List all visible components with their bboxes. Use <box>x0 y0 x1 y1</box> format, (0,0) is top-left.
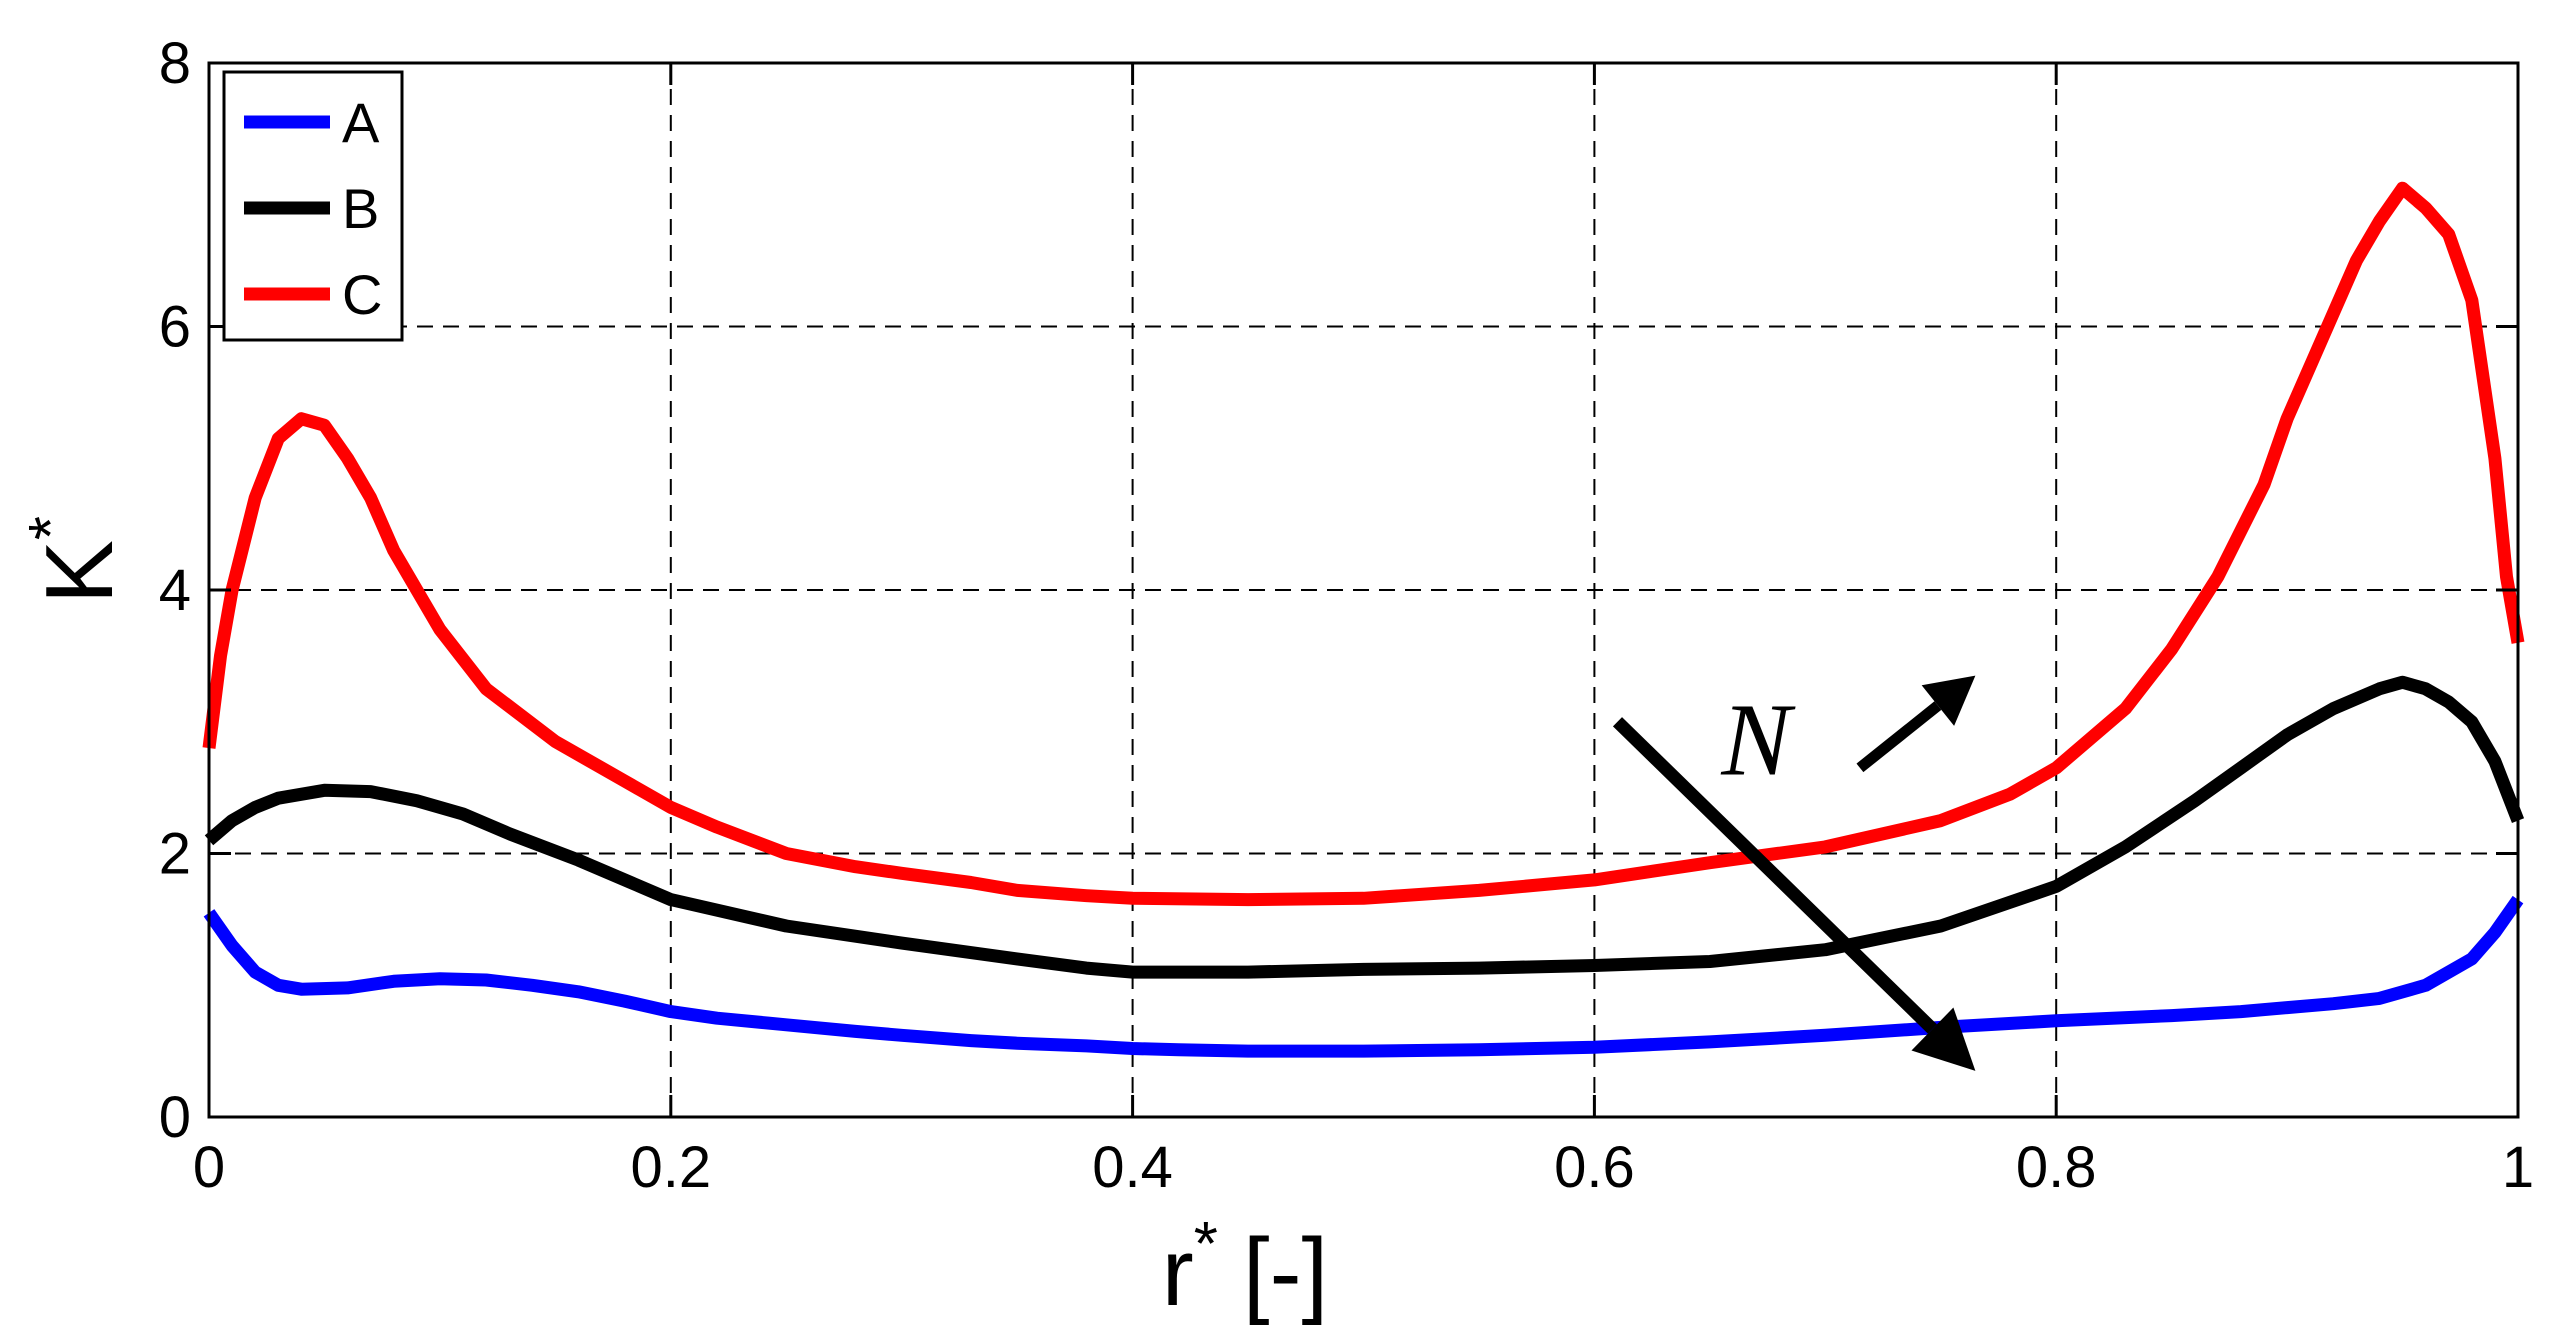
x-tick-label: 0.4 <box>1092 1135 1173 1200</box>
x-tick-label: 1 <box>2502 1135 2534 1200</box>
x-tick-label: 0 <box>193 1135 225 1200</box>
y-tick-label: 0 <box>159 1085 191 1150</box>
series-line-B <box>204 675 2525 979</box>
x-axis-title-var: r <box>1162 1219 1194 1326</box>
series-line-A <box>203 895 2524 1058</box>
x-axis-title-unit: [-] <box>1243 1219 1328 1326</box>
annotation: N <box>1612 675 1976 1071</box>
y-tick-label: 4 <box>159 558 191 623</box>
trend-arrow-head <box>1911 1007 1976 1071</box>
series-layer <box>202 181 2525 1058</box>
axis-ticks: 0 0.2 0.4 0.6 0.8 1 0 2 4 6 8 <box>159 31 2534 1200</box>
x-tick-label: 0.8 <box>2016 1135 2097 1200</box>
legend: ABC <box>222 70 404 342</box>
annotation-n-label: N <box>1720 682 1796 797</box>
x-axis-title-superscript: * <box>1194 1210 1218 1279</box>
series-line-C <box>202 181 2525 907</box>
y-axis-title-var: K <box>26 540 133 604</box>
legend-label-C: C <box>342 263 382 326</box>
x-tick-label: 0.2 <box>630 1135 711 1200</box>
grid <box>209 63 2518 1117</box>
y-tick-label: 2 <box>159 822 191 887</box>
legend-label-B: B <box>342 177 379 240</box>
n-arrow-head <box>1921 675 1976 726</box>
svg-text:K*: K* <box>17 516 133 604</box>
trend-arrow-shaft <box>1612 717 1937 1034</box>
y-tick-label: 6 <box>159 295 191 360</box>
y-axis-title: K* <box>17 516 133 604</box>
x-tick-label: 0.6 <box>1554 1135 1635 1200</box>
x-axis-title: r* [-] <box>1162 1210 1328 1326</box>
y-tick-label: 8 <box>159 31 191 96</box>
n-arrow-shaft <box>1856 701 1942 773</box>
y-axis-title-superscript: * <box>17 516 86 540</box>
legend-label-A: A <box>342 91 380 154</box>
